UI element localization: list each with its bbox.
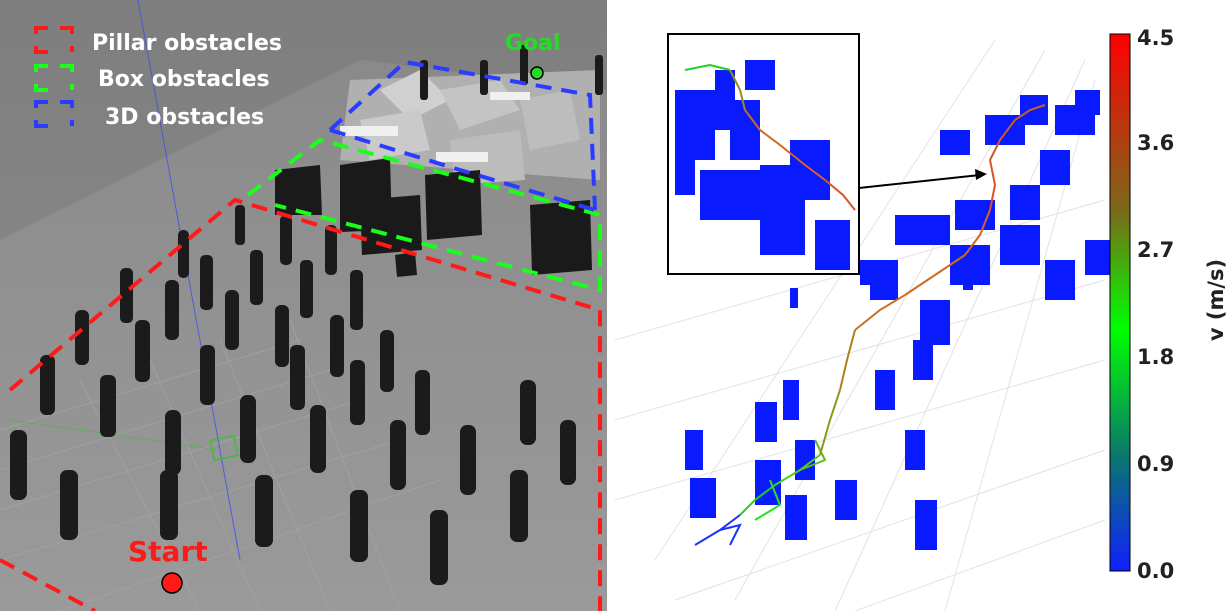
colorbar-label: v (m/s) (1204, 259, 1228, 341)
legend: Pillar obstacles Box obstacles 3D obstac… (34, 26, 282, 130)
colorbar-ticks: 4.5 3.6 2.7 1.8 0.9 0.0 (1137, 26, 1174, 583)
legend-swatch-3d (34, 100, 74, 128)
start-label: Start (128, 535, 208, 568)
3d-region-outline-lower (329, 128, 596, 212)
box-region-outline (246, 137, 602, 293)
legend-item-box: Box obstacles (34, 64, 270, 92)
simulation-scene: Pillar obstacles Box obstacles 3D obstac… (0, 0, 607, 611)
legend-swatch-box (34, 64, 74, 92)
colorbar-tick-2.7: 2.7 (1137, 238, 1174, 262)
colorbar-tick-0.9: 0.9 (1137, 452, 1174, 476)
pillar-obstacles (10, 45, 603, 585)
goal-marker (530, 66, 544, 80)
pillar-region-outline-lower (0, 558, 96, 611)
legend-swatch-pillar (34, 26, 74, 54)
legend-label-pillar: Pillar obstacles (92, 31, 282, 56)
inset-voxels (675, 60, 850, 270)
trajectory-view-panel: 4.5 3.6 2.7 1.8 0.9 0.0 v (m/s) (615, 0, 1231, 611)
zoom-arrowhead (975, 169, 987, 180)
colorbar-tick-0.0: 0.0 (1137, 559, 1174, 583)
legend-item-3d: 3D obstacles (34, 100, 264, 130)
inset-zoom (667, 33, 860, 275)
legend-label-box: Box obstacles (98, 67, 270, 92)
axis-line-green (9, 419, 221, 451)
start-marker (161, 572, 183, 594)
colorbar-tick-4.5: 4.5 (1137, 26, 1174, 50)
goal-label: Goal (505, 31, 561, 56)
legend-item-pillar: Pillar obstacles (34, 26, 282, 56)
simulation-scene-panel: Pillar obstacles Box obstacles 3D obstac… (0, 0, 607, 611)
inset-trajectory (684, 63, 856, 211)
voxel-obstacles (685, 90, 1110, 550)
trajectory (694, 104, 1046, 546)
legend-label-3d: 3D obstacles (105, 105, 264, 130)
3d-region-outline (328, 59, 597, 211)
colorbar-tick-1.8: 1.8 (1137, 345, 1174, 369)
zoom-arrow (858, 174, 981, 189)
colorbar (1109, 33, 1131, 572)
colorbar-tick-3.6: 3.6 (1137, 131, 1174, 155)
axis-line-blue (137, 0, 241, 561)
trajectory-view: 4.5 3.6 2.7 1.8 0.9 0.0 v (m/s) (615, 26, 1228, 611)
drone-marker (209, 434, 239, 462)
